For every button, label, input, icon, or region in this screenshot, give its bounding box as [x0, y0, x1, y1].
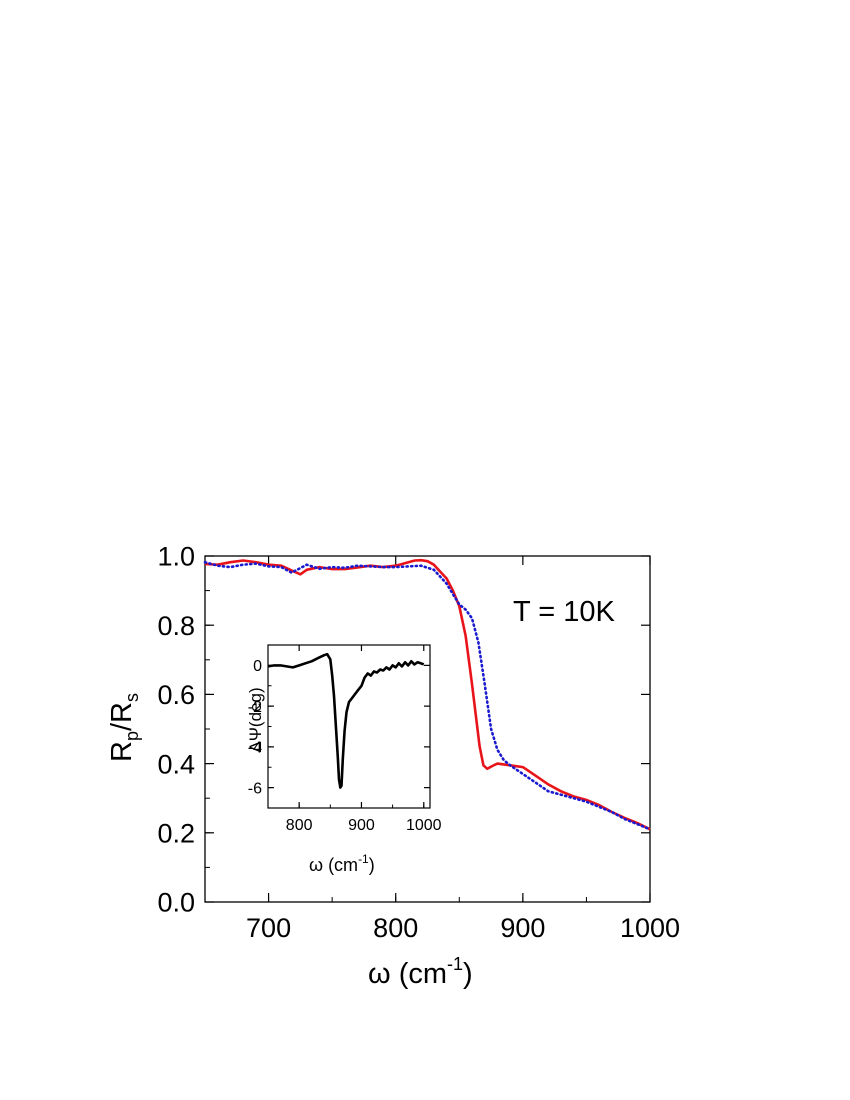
main-x-tick-label: 900 — [500, 913, 545, 943]
main-y-tick-label: 0.0 — [157, 888, 195, 918]
inset-plot: 800 900 1000 0 -2 -4 -6 ω (cm-1) ΔΨ(deg) — [246, 644, 442, 875]
main-x-tick-label: 1000 — [620, 913, 680, 943]
inset-plot-frame — [267, 644, 431, 809]
temperature-annotation: T = 10K — [513, 596, 615, 628]
inset-series — [267, 652, 425, 789]
main-series-line-1 — [203, 560, 652, 831]
main-x-tick-label: 800 — [373, 913, 418, 943]
main-tick-labels: 700 800 900 1000 0.0 0.2 0.4 0.6 0.8 1.0 — [157, 542, 680, 943]
main-y-tick-label: 0.6 — [157, 680, 195, 710]
inset-y-tick-label: 0 — [253, 658, 262, 675]
inset-x-tick-label: 1000 — [406, 817, 442, 834]
inset-y-axis-title: ΔΨ(deg) — [246, 687, 265, 752]
main-y-tick-label: 0.4 — [157, 749, 195, 779]
main-y-tick-label: 1.0 — [157, 542, 195, 572]
main-x-axis-title: ω (cm-1) — [368, 954, 473, 990]
inset-y-tick-label: -2 — [248, 699, 262, 716]
main-y-tick-label: 0.2 — [157, 819, 195, 849]
inset-x-axis-title: ω (cm-1) — [309, 852, 375, 875]
inset-x-tick-label: 800 — [286, 817, 313, 834]
inset-series-line-0 — [267, 652, 425, 789]
inset-ticks — [267, 644, 430, 809]
main-y-axis-title: Rp/Rs — [106, 693, 142, 762]
inset-x-tick-label: 900 — [348, 817, 375, 834]
main-series-line-0 — [204, 558, 651, 831]
main-y-tick-label: 0.8 — [157, 611, 195, 641]
main-x-tick-label: 700 — [246, 913, 291, 943]
inset-y-tick-label: -4 — [248, 740, 262, 757]
main-ticks — [204, 555, 651, 903]
inset-tick-labels: 800 900 1000 0 -2 -4 -6 — [248, 658, 442, 834]
inset-y-tick-label: -6 — [248, 780, 262, 797]
main-series — [203, 558, 652, 831]
